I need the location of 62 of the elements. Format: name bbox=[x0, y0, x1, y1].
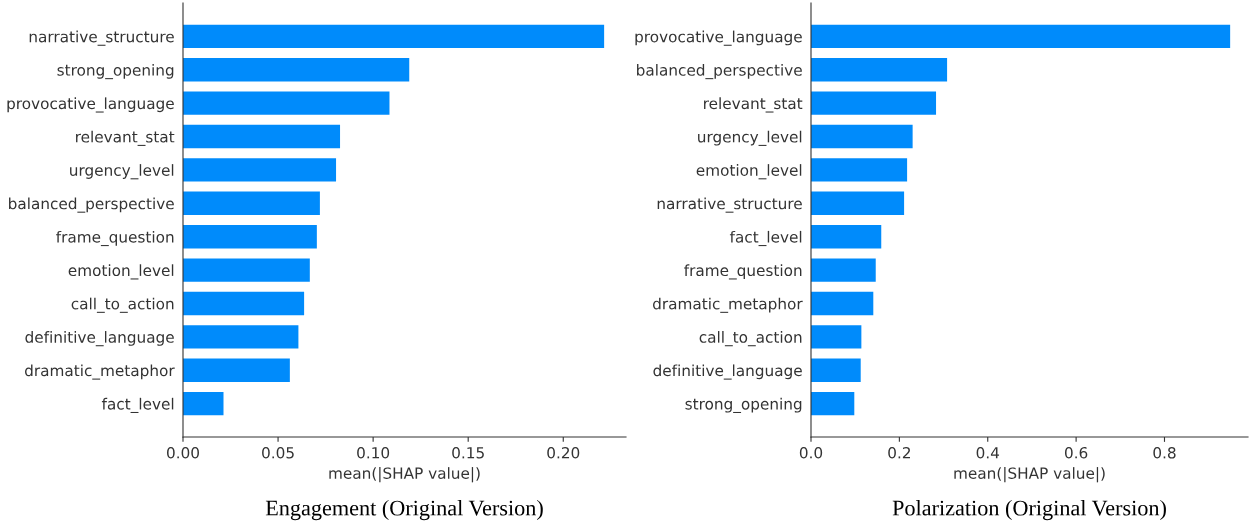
x-tick-label: 0.2 bbox=[888, 446, 910, 459]
bar bbox=[811, 24, 1231, 49]
bar bbox=[183, 124, 341, 149]
bar bbox=[183, 225, 317, 249]
y-tick-label: call_to_action bbox=[699, 331, 802, 347]
bar bbox=[183, 158, 337, 182]
y-tick-label: provocative_language bbox=[635, 30, 802, 46]
bar bbox=[183, 325, 299, 349]
y-tick-label: urgency_level bbox=[70, 164, 174, 180]
y-tick-label: strong_opening bbox=[685, 397, 802, 414]
bar bbox=[811, 124, 913, 149]
y-tick-label: emotion_level bbox=[696, 164, 802, 180]
x-tick-label: 0.20 bbox=[547, 446, 580, 459]
bar bbox=[183, 258, 310, 282]
text: Polarization (Original Version) bbox=[892, 499, 1166, 521]
x-tick-label: 0.10 bbox=[357, 446, 390, 459]
y-tick-label: provocative_language bbox=[7, 97, 174, 113]
bar bbox=[183, 91, 390, 115]
bar bbox=[811, 325, 862, 349]
y-tick-label: emotion_level bbox=[68, 264, 174, 280]
bar bbox=[811, 91, 937, 115]
bar bbox=[811, 191, 905, 215]
bar bbox=[183, 191, 320, 215]
y-tick-label: relevant_stat bbox=[76, 130, 175, 146]
bar bbox=[183, 391, 224, 416]
y-tick-label: balanced_perspective bbox=[9, 197, 174, 213]
y-tick-label: definitive_language bbox=[653, 364, 802, 380]
x-tick-label: 0.6 bbox=[1064, 446, 1088, 459]
bar bbox=[811, 58, 948, 82]
bar bbox=[183, 291, 305, 316]
y-tick-label: fact_level bbox=[101, 397, 174, 414]
bar bbox=[811, 391, 855, 416]
bar bbox=[811, 258, 876, 282]
y-tick-label: urgency_level bbox=[698, 130, 802, 146]
y-tick-label: definitive_language bbox=[25, 331, 174, 347]
y-tick-label: frame_question bbox=[56, 230, 174, 247]
y-tick-label: dramatic_metaphor bbox=[25, 364, 175, 380]
x-tick-label: 0.15 bbox=[452, 446, 484, 459]
bar bbox=[811, 158, 908, 182]
bar bbox=[811, 291, 874, 316]
bar bbox=[183, 358, 290, 382]
text: Engagement (Original Version) bbox=[265, 499, 543, 521]
bar bbox=[183, 58, 410, 82]
y-tick-label: frame_question bbox=[684, 264, 802, 280]
x-tick-label: 0.4 bbox=[976, 446, 1000, 459]
x-tick-label: 0.0 bbox=[799, 446, 823, 459]
bar bbox=[183, 24, 605, 49]
y-tick-label: relevant_stat bbox=[704, 97, 803, 113]
bar bbox=[811, 225, 882, 249]
x-tick-label: 0.05 bbox=[262, 446, 294, 459]
y-tick-label: narrative_structure bbox=[657, 197, 802, 213]
y-tick-label: narrative_structure bbox=[29, 30, 174, 46]
bar bbox=[811, 358, 861, 382]
x-tick-label: 0.8 bbox=[1153, 446, 1176, 459]
y-tick-label: balanced_perspective bbox=[637, 63, 802, 80]
x-tick-label: 0.00 bbox=[167, 446, 199, 459]
y-tick-label: fact_level bbox=[729, 230, 802, 247]
x-axis-title: mean(|SHAP value|) bbox=[954, 467, 1105, 483]
y-tick-label: dramatic_metaphor bbox=[653, 297, 803, 313]
y-tick-label: call_to_action bbox=[71, 297, 174, 313]
x-axis-title: mean(|SHAP value|) bbox=[329, 467, 480, 483]
y-tick-label: strong_opening bbox=[57, 63, 174, 80]
